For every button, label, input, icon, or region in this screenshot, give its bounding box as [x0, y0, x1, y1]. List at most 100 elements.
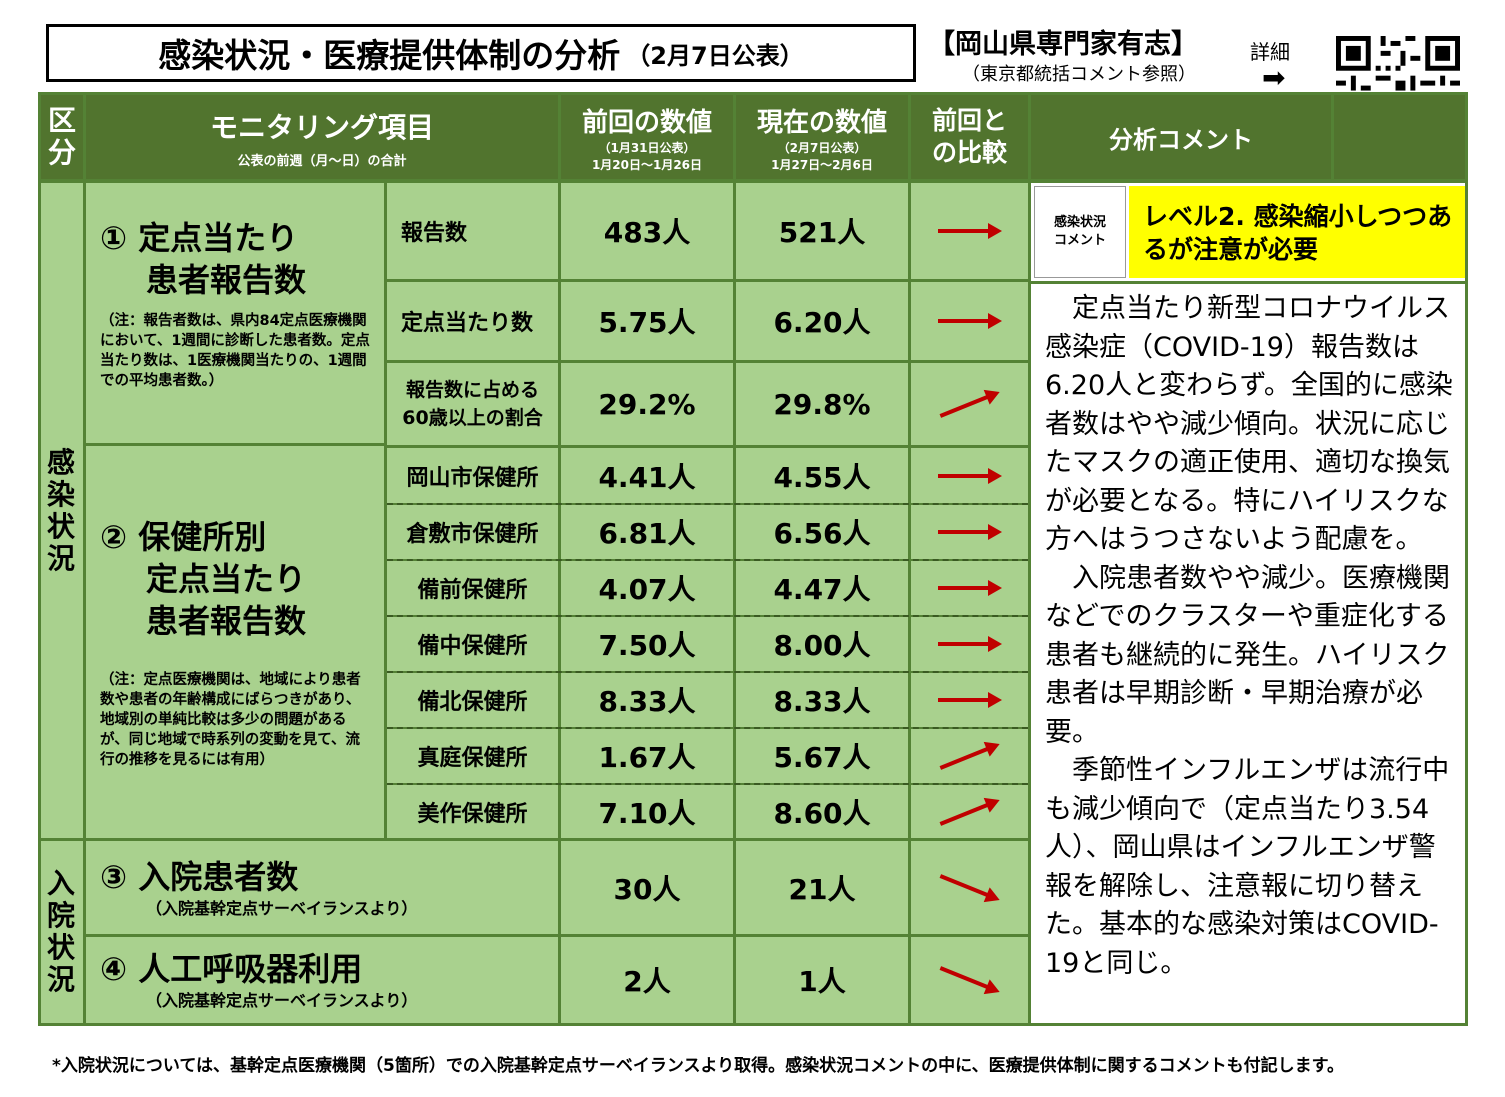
group2-title-line1: ② 保健所別 — [100, 518, 267, 556]
report-date: （2月7日公表） — [626, 41, 804, 70]
row-label: 倉敷市保健所 — [387, 505, 558, 559]
group2-note: （注：定点医療機関は、地域により患者数や患者の年齢構成にばらつきがあり、地域別の… — [100, 672, 361, 768]
row-trend — [911, 448, 1028, 503]
row-label: 岡山市保健所 — [387, 448, 558, 503]
row-label: 報告数 — [387, 183, 558, 279]
trend-down-arrow-icon — [939, 873, 1000, 902]
comment-tag: 感染状況コメント — [1034, 186, 1126, 278]
report-title: 感染状況・医療提供体制の分析 — [158, 36, 621, 75]
group3-sub: （入院基幹定点サーベイランスより） — [146, 899, 418, 918]
row-prev-value: 483人 — [561, 183, 733, 279]
row-label: 報告数に占める 60歳以上の割合 — [387, 363, 558, 445]
trend-flat-arrow-icon — [937, 636, 1002, 652]
row-prev-value: 8.33人 — [561, 673, 733, 727]
report-title-box: 感染状況・医療提供体制の分析 （2月7日公表） — [46, 24, 916, 82]
row-trend — [911, 841, 1028, 934]
group3-cell: ③ 入院患者数 （入院基幹定点サーベイランスより） — [86, 841, 558, 934]
row-label: 真庭保健所 — [387, 729, 558, 783]
row-prev-value: 29.2% — [561, 363, 733, 445]
header-qr-cell — [1334, 95, 1465, 179]
header-item-title: モニタリング項目 — [209, 110, 434, 144]
organization-note: （東京都統括コメント参照） — [962, 64, 1196, 85]
comment-body: 定点当たり新型コロナウイルス感染症（COVID-19）報告数は6.20人と変わら… — [1045, 293, 1453, 979]
row-label: 備中保健所 — [387, 617, 558, 671]
detail-label: 詳細 — [1250, 40, 1290, 64]
row-label: 備前保健所 — [387, 561, 558, 615]
header-item-sub: 公表の前週（月～日）の合計 — [237, 153, 407, 169]
group2-title-line2: 定点当たり — [146, 560, 307, 598]
row-prev-value: 6.81人 — [561, 505, 733, 559]
category-hospital: 入院状況 — [41, 841, 83, 1023]
right-arrow-icon: ➡ — [1262, 61, 1286, 94]
row-current-value: 6.20人 — [736, 282, 908, 360]
trend-up-arrow-icon — [939, 741, 1000, 770]
row-dashed-divider — [387, 559, 1028, 561]
row-trend — [911, 785, 1028, 838]
trend-flat-arrow-icon — [937, 580, 1002, 596]
header-category: 区分 — [41, 95, 83, 179]
row-trend — [911, 282, 1028, 360]
group1-cell: ① 定点当たり 患者報告数 （注：報告者数は、県内84定点医療機関において、1週… — [86, 183, 384, 443]
trend-down-arrow-icon — [939, 966, 1000, 995]
comment-level-badge: レベル2. 感染縮小しつつあるが注意が必要 — [1129, 186, 1465, 278]
monitoring-table: 区分 モニタリング項目 公表の前週（月～日）の合計 前回の数値 （1月31日公表… — [38, 92, 1468, 1026]
row-prev-value: 4.41人 — [561, 448, 733, 503]
group2-title-line3: 患者報告数 — [146, 602, 307, 640]
group4-sub: （入院基幹定点サーベイランスより） — [146, 991, 418, 1010]
row-prev-value: 1.67人 — [561, 729, 733, 783]
trend-flat-arrow-icon — [937, 524, 1002, 540]
group1-title-line1: ① 定点当たり — [100, 219, 299, 257]
row-current-value: 5.67人 — [736, 729, 908, 783]
header-compare: 前回との比較 — [911, 95, 1028, 179]
row-trend — [911, 617, 1028, 671]
group1-title-line2: 患者報告数 — [146, 261, 307, 299]
row-dashed-divider — [387, 727, 1028, 729]
trend-up-arrow-icon — [939, 389, 1000, 418]
row-prev-value: 5.75人 — [561, 282, 733, 360]
group1-note: （注：報告者数は、県内84定点医療機関において、1週間に診断した患者数。定点当た… — [100, 313, 370, 389]
row-current-value: 1人 — [736, 937, 908, 1023]
row-trend — [911, 363, 1028, 445]
row-prev-value: 30人 — [561, 841, 733, 934]
row-trend — [911, 561, 1028, 615]
row-label: 美作保健所 — [387, 785, 558, 838]
row-current-value: 8.33人 — [736, 673, 908, 727]
row-current-value: 4.47人 — [736, 561, 908, 615]
header-item: モニタリング項目 公表の前週（月～日）の合計 — [86, 95, 558, 179]
row-current-value: 4.55人 — [736, 448, 908, 503]
header-current: 現在の数値 （2月7日公表） 1月27日～2月6日 — [736, 95, 908, 179]
group2-cell: ② 保健所別 定点当たり 患者報告数 （注：定点医療機関は、地域により患者数や患… — [86, 446, 384, 838]
row-current-value: 6.56人 — [736, 505, 908, 559]
trend-flat-arrow-icon — [937, 313, 1002, 329]
row-label: 定点当たり数 — [387, 282, 558, 360]
trend-up-arrow-icon — [939, 797, 1000, 826]
row-current-value: 8.00人 — [736, 617, 908, 671]
row-dashed-divider — [387, 671, 1028, 673]
row-trend — [911, 729, 1028, 783]
row-prev-value: 4.07人 — [561, 561, 733, 615]
header-prev: 前回の数値 （1月31日公表） 1月20日～1月26日 — [561, 95, 733, 179]
row-dashed-divider — [387, 615, 1028, 617]
row-label: 備北保健所 — [387, 673, 558, 727]
row-current-value: 29.8% — [736, 363, 908, 445]
row-dashed-divider — [387, 503, 1028, 505]
row-current-value: 21人 — [736, 841, 908, 934]
row-current-value: 521人 — [736, 183, 908, 279]
row-dashed-divider — [387, 783, 1028, 785]
footer-note: *入院状況については、基幹定点医療機関（5箇所）での入院基幹定点サーベイランスよ… — [52, 1056, 1344, 1076]
comment-area — [1031, 183, 1465, 1023]
row-trend — [911, 937, 1028, 1023]
group4-title: ④ 人工呼吸器利用 — [100, 950, 363, 988]
comment-divider — [1031, 281, 1465, 284]
header-comment: 分析コメント — [1031, 95, 1331, 179]
trend-flat-arrow-icon — [937, 223, 1002, 239]
trend-flat-arrow-icon — [937, 467, 1002, 484]
row-prev-value: 7.50人 — [561, 617, 733, 671]
organization-name: 【岡山県専門家有志】 — [928, 29, 1198, 60]
category-infection: 感染状況 — [41, 183, 83, 838]
row-prev-value: 7.10人 — [561, 785, 733, 838]
group4-cell: ④ 人工呼吸器利用 （入院基幹定点サーベイランスより） — [86, 937, 558, 1023]
row-current-value: 8.60人 — [736, 785, 908, 838]
group3-title: ③ 入院患者数 — [100, 858, 299, 896]
trend-flat-arrow-icon — [937, 692, 1002, 708]
